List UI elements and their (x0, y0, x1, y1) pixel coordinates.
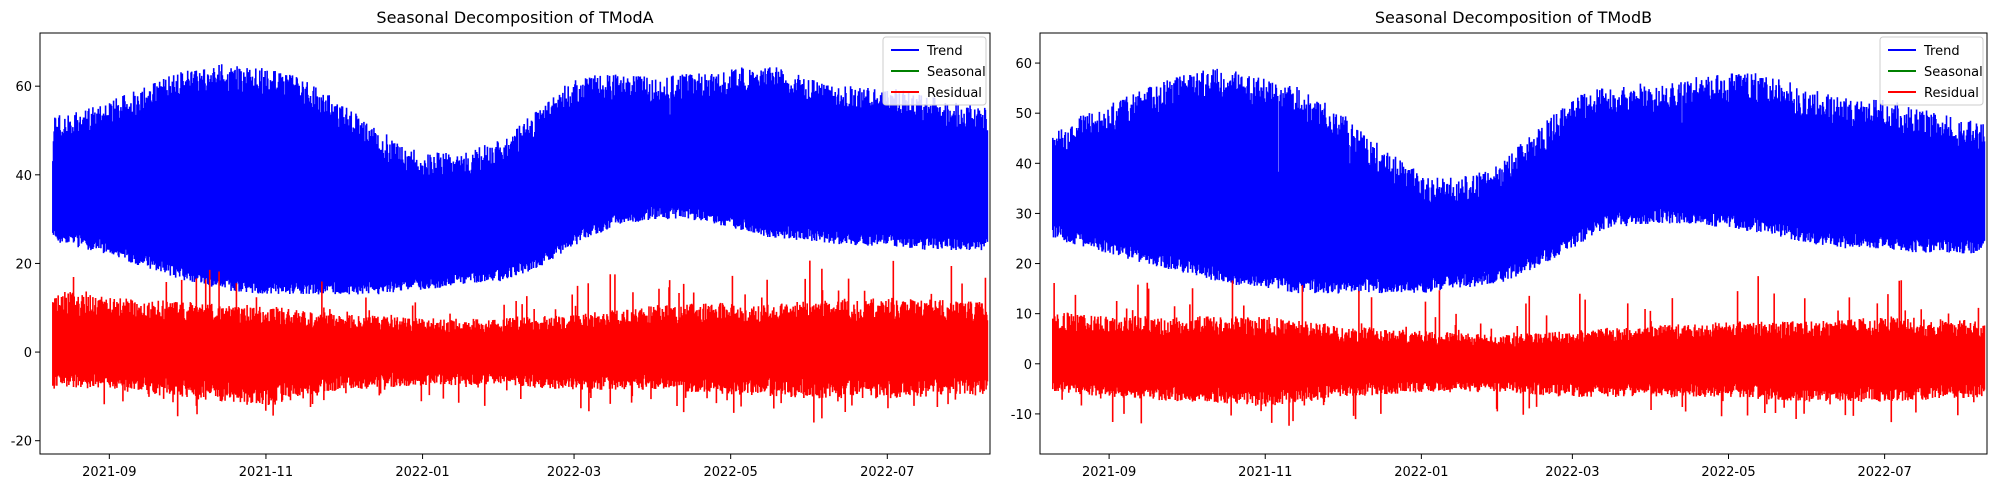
y-tick-label: 20 (1015, 258, 1032, 273)
legend-label-trend: Trend (926, 44, 963, 59)
series-residual (52, 260, 989, 423)
x-tick-label: 2022-07 (860, 465, 914, 480)
plot-area (52, 64, 989, 423)
x-tick-label: 2021-09 (1082, 465, 1136, 480)
y-tick-label: -10 (1011, 408, 1032, 423)
legend-box (882, 36, 987, 106)
legend-label-residual: Residual (1924, 86, 1979, 101)
y-tick-label: 30 (1015, 207, 1032, 222)
axes-frame (39, 32, 991, 455)
x-tick-label: 2022-03 (547, 465, 601, 480)
x-tick-label: 2022-05 (1701, 465, 1755, 480)
y-tick-label: 0 (1024, 358, 1032, 373)
panel-1: -20 0 20 40 60 2021-09 2021-11 2022-01 2022-03 20… (11, 8, 991, 480)
y-tick-label: -20 (11, 435, 32, 450)
legend: Trend Seasonal Residual (1879, 36, 1984, 106)
series-residual (1052, 276, 1986, 426)
series-trend (1052, 68, 1986, 294)
series-trend (52, 64, 989, 295)
y-tick-label: 60 (15, 80, 32, 95)
plot-area (1052, 68, 1986, 426)
panel-2: -10 0 10 20 30 40 50 60 2021-09 2021-11 2022-01 202… (1011, 8, 1988, 480)
legend: Trend Seasonal Residual (882, 36, 987, 106)
legend-label-seasonal: Seasonal (927, 65, 986, 80)
y-tick-label: 40 (1015, 157, 1032, 172)
legend-label-trend: Trend (1923, 44, 1960, 59)
x-tick-label: 2021-09 (82, 465, 136, 480)
x-tick-label: 2021-11 (239, 465, 293, 480)
legend-label-residual: Residual (927, 86, 982, 101)
y-tick-label: 50 (1015, 107, 1032, 122)
x-tick-label: 2021-11 (1238, 465, 1292, 480)
x-tick-label: 2022-01 (395, 465, 449, 480)
chart-title: Seasonal Decomposition of TModA (376, 8, 653, 27)
y-tick-label: 0 (24, 346, 32, 361)
axes-frame (1039, 32, 1988, 455)
x-tick-label: 2022-07 (1857, 465, 1911, 480)
x-tick-label: 2022-03 (1545, 465, 1599, 480)
chart-title: Seasonal Decomposition of TModB (1375, 8, 1652, 27)
y-tick-label: 10 (1015, 308, 1032, 323)
y-tick-label: 40 (15, 169, 32, 184)
y-tick-label: 60 (1015, 57, 1032, 72)
y-tick-label: 20 (15, 257, 32, 272)
legend-label-seasonal: Seasonal (1924, 65, 1983, 80)
legend-box (1879, 36, 1984, 106)
x-tick-label: 2022-01 (1394, 465, 1448, 480)
x-tick-label: 2022-05 (704, 465, 758, 480)
